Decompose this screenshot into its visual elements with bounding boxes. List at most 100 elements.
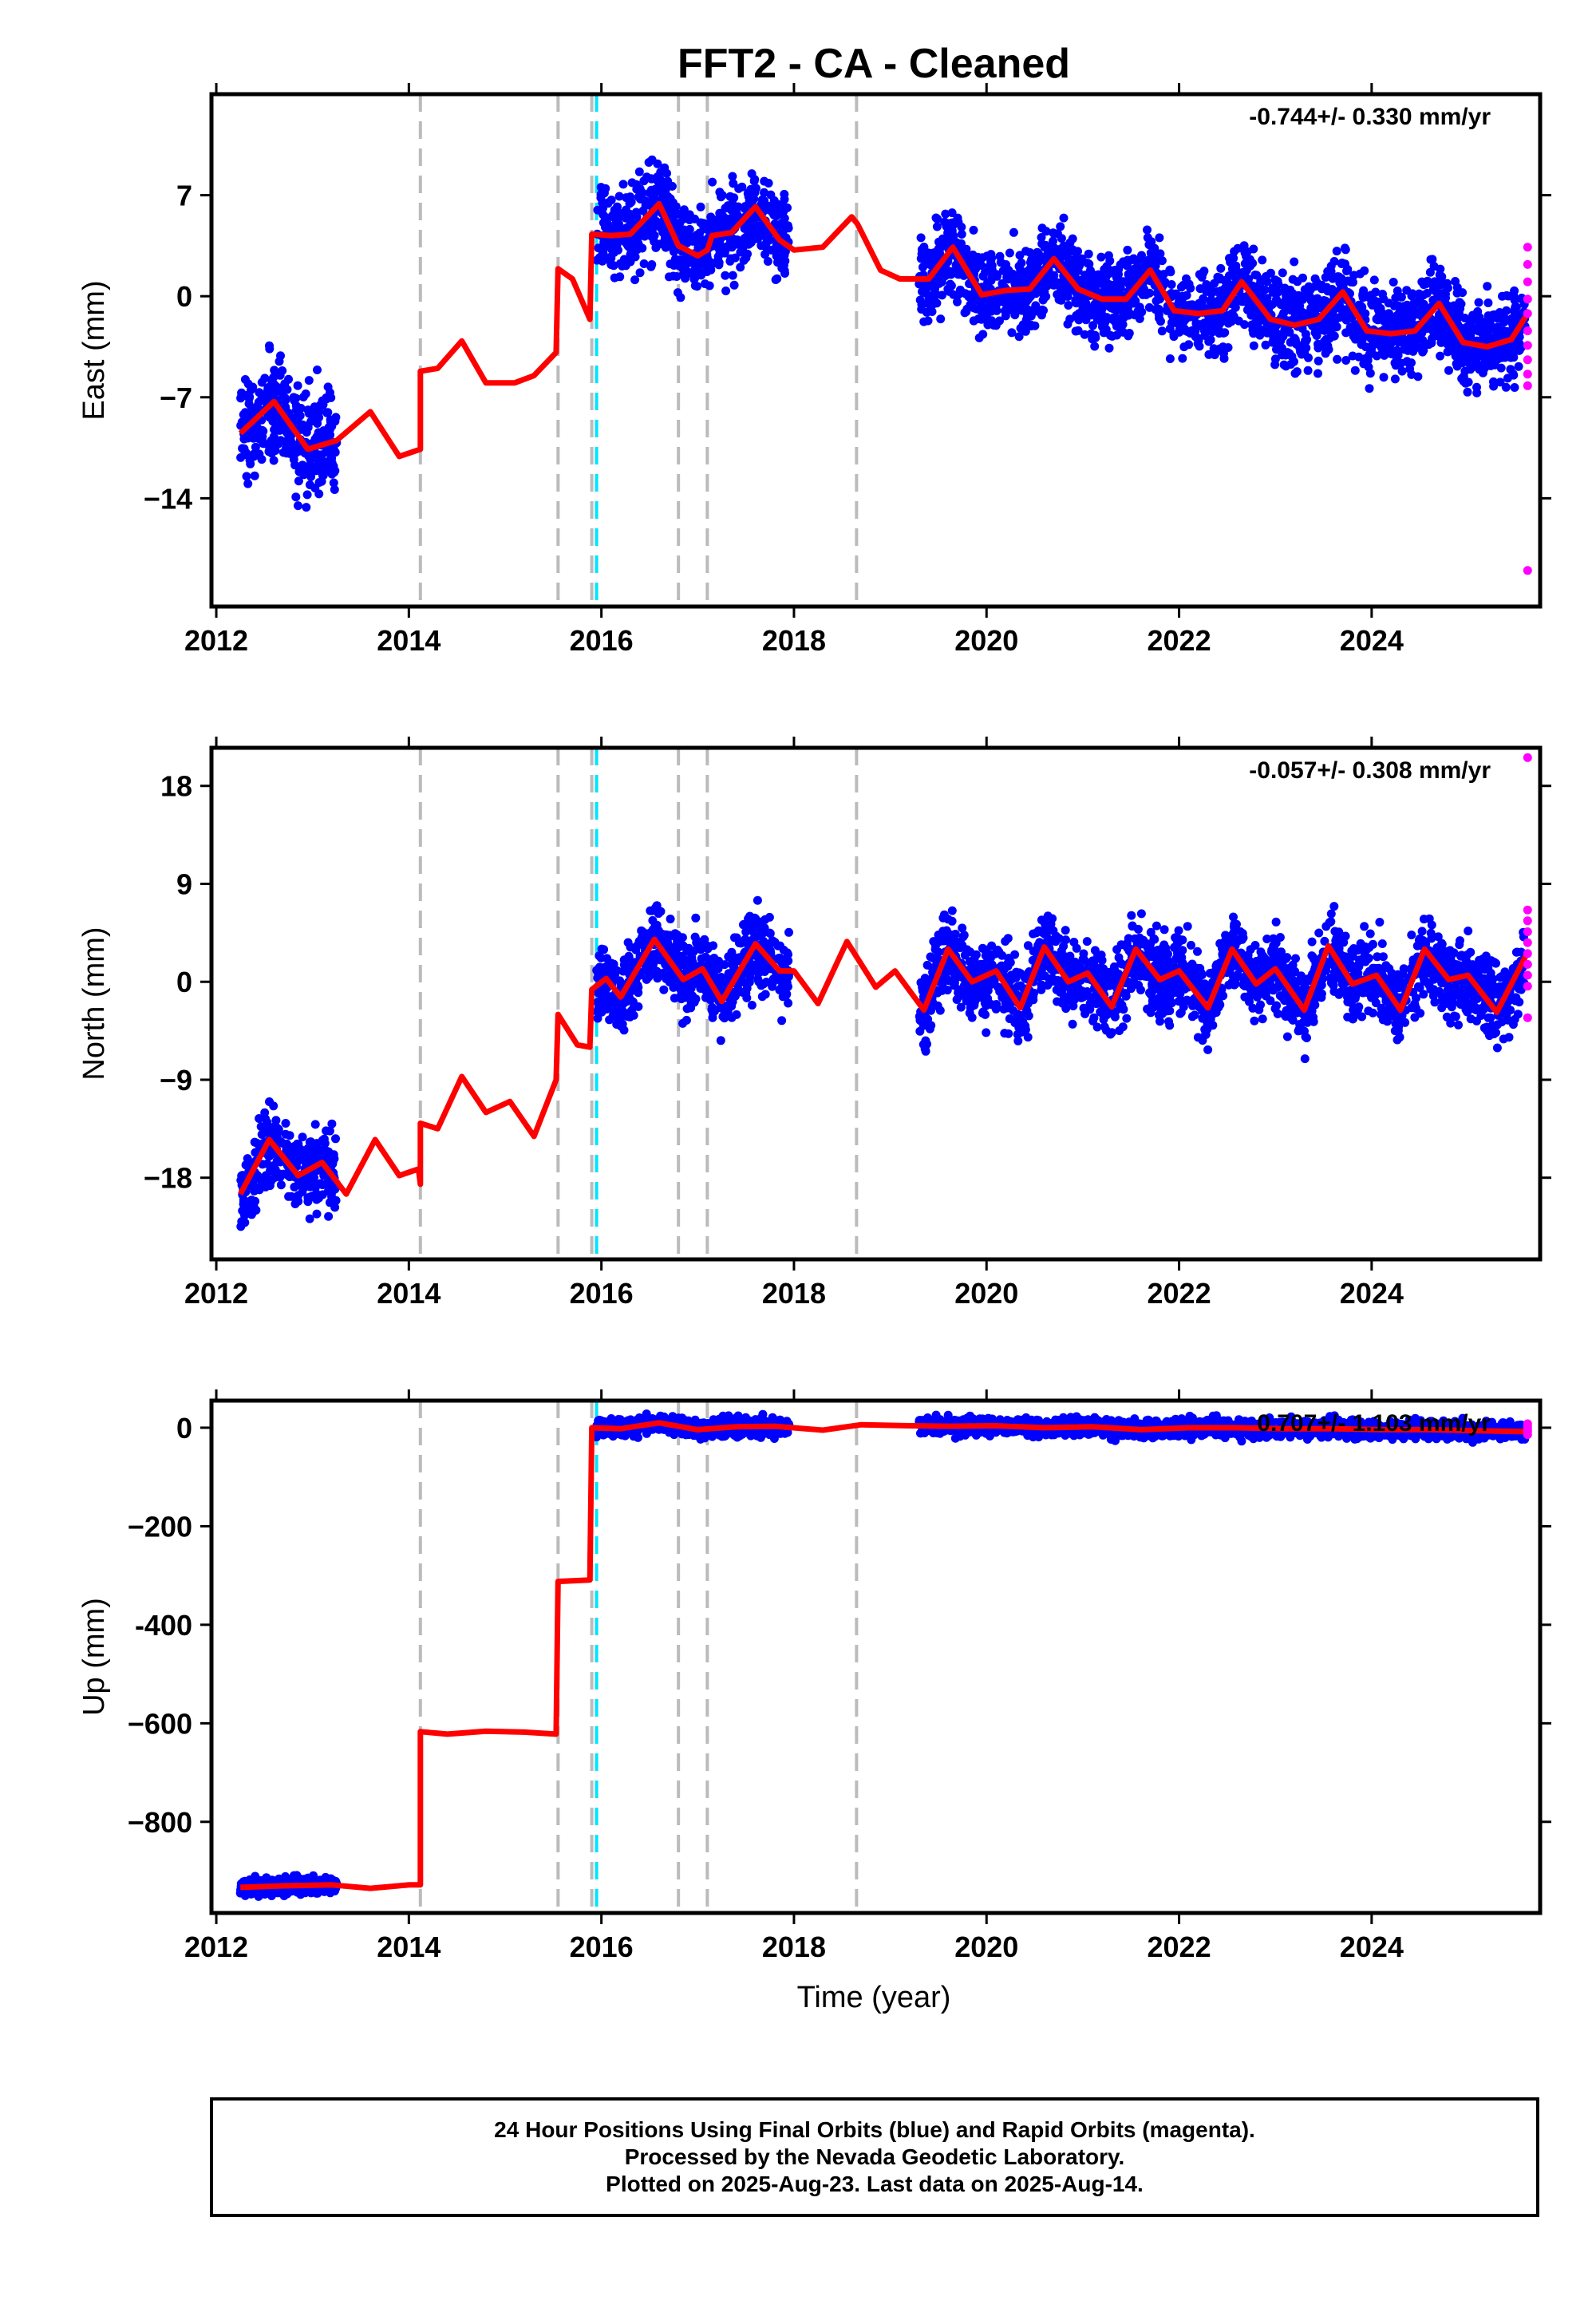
data-point [700,935,709,944]
figure-title: FFT2 - CA - Cleaned [678,41,1070,87]
data-point [1503,373,1512,383]
data-point [986,302,995,312]
data-point [1472,358,1480,368]
data-point [1108,331,1117,341]
data-point [1372,351,1381,361]
data-point [1314,369,1322,378]
east-panel: 2012 2014 2016 2018 2020 2022 202470−7−14East … [77,83,1551,657]
data-point [629,1010,638,1020]
rapid-point [1523,566,1532,575]
rapid-point [1523,243,1532,252]
data-point [634,167,644,176]
data-point [283,429,293,438]
data-point [302,490,312,500]
data-point [715,188,725,197]
data-point [237,1171,247,1180]
data-point [1124,329,1134,338]
data-point [672,272,681,281]
data-point [1240,320,1249,330]
data-point [1262,277,1272,287]
data-point [646,231,656,241]
data-point [1498,291,1507,301]
data-point [1136,287,1146,297]
data-point [1071,254,1080,263]
data-point [618,1019,627,1029]
data-point [310,1120,320,1129]
data-point [777,263,787,273]
data-point [721,287,731,295]
data-point [727,219,737,228]
data-point [921,285,930,294]
data-point [1301,336,1310,346]
data-point [647,260,657,269]
data-point [1389,301,1399,310]
data-point [597,1007,606,1017]
data-point [303,1145,313,1155]
data-point [1379,373,1389,382]
data-point [1482,325,1491,334]
data-point [1496,363,1506,373]
data-point [749,176,759,186]
data-point [696,202,705,211]
data-point [294,501,302,511]
data-point [649,219,658,229]
data-point [1306,296,1316,306]
data-point [1279,308,1289,318]
data-point [329,478,338,488]
data-point [778,992,788,1002]
data-point [1219,328,1228,338]
data-point [1481,347,1491,357]
x-tick-label: 2014 [377,624,440,657]
data-point [249,1202,259,1211]
data-point [635,268,645,278]
data-point [775,954,784,963]
data-point [1135,314,1144,323]
data-point [729,955,738,965]
data-point [1037,223,1047,233]
data-point [596,183,606,192]
data-point [314,1193,324,1203]
data-point [323,1187,333,1196]
data-point [927,307,937,316]
data-point [276,436,286,445]
data-point [973,256,982,266]
data-point [681,274,690,283]
data-point [653,159,662,168]
data-point [248,382,258,392]
data-point [1124,308,1134,318]
data-point [740,204,749,213]
data-point [1111,287,1120,295]
data-point [327,1119,337,1128]
data-point [1471,348,1480,358]
data-point [255,1114,264,1123]
data-point [266,1124,275,1134]
data-point [1096,252,1106,262]
data-point [1210,322,1219,331]
data-point [1349,278,1357,287]
data-point [630,275,640,285]
rapid-point [1523,370,1532,379]
data-point [1365,369,1375,378]
data-point [986,276,996,285]
data-point [732,1010,741,1019]
data-point [1332,247,1341,256]
data-point [1178,354,1187,363]
data-point [1155,314,1163,323]
data-point [1495,377,1505,387]
data-point [745,231,754,240]
rapid-point [1523,341,1532,350]
data-point [294,476,303,486]
data-point [1286,360,1296,369]
data-point [656,907,666,916]
data-point [697,954,706,963]
data-point [1515,346,1524,355]
data-point [611,219,621,228]
data-point [1337,259,1347,267]
data-point [1283,348,1293,358]
data-point [733,235,742,244]
data-point [954,290,963,299]
data-point [744,192,753,202]
data-point [916,233,926,243]
data-point [760,962,769,972]
data-point [709,259,718,268]
